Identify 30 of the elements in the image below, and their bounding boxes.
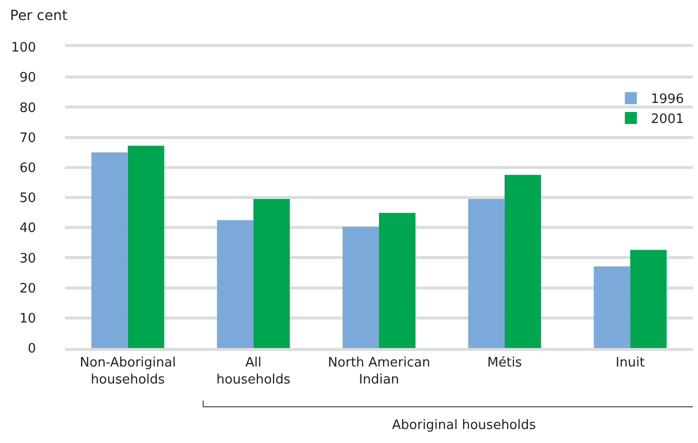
y-tick-label: 0 [28, 342, 36, 357]
y-tick-label: 80 [19, 100, 36, 116]
y-tick-label: 100 [11, 40, 36, 56]
y-tick-label: 90 [19, 70, 36, 86]
y-tick-label: 10 [19, 311, 36, 326]
y-tick-label: 50 [19, 191, 36, 206]
legend-label: 1996 [650, 92, 684, 108]
bar [379, 212, 416, 348]
text: Aboriginal households [392, 418, 536, 433]
y-tick-label: 70 [19, 130, 36, 146]
bar [630, 250, 667, 348]
bar [468, 199, 505, 348]
x-tick-label: Inuit [616, 356, 645, 371]
bar [253, 199, 290, 348]
y-axis-title: Per cent [10, 8, 68, 24]
x-tick-label: North American Indian [328, 356, 430, 388]
y-tick-label: 40 [19, 221, 36, 236]
x-tick-label: All households [216, 356, 291, 388]
bar [91, 152, 128, 348]
y-tick-label: 20 [19, 281, 36, 296]
y-tick-label: 60 [19, 160, 36, 176]
bar [594, 266, 630, 348]
legend-label: 2001 [650, 112, 684, 128]
bar [504, 174, 542, 348]
bar [128, 146, 164, 348]
bar [216, 220, 254, 348]
x-tick-label: Métis [487, 356, 522, 371]
y-tick-label: 30 [19, 251, 36, 266]
x-tick-label: Non-Aboriginal households [80, 356, 176, 388]
bar [342, 226, 379, 348]
